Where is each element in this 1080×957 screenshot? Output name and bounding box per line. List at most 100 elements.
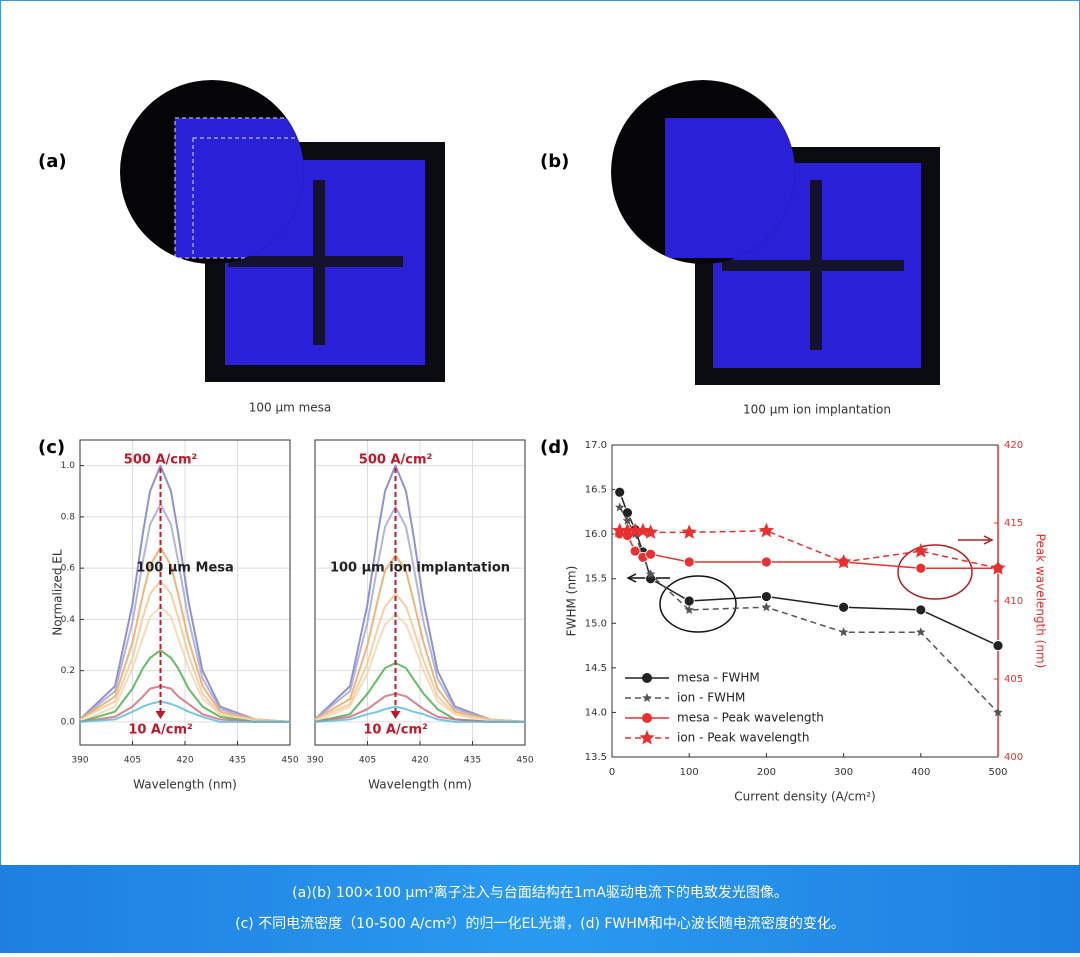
series-line [619, 507, 999, 713]
point [612, 522, 628, 538]
series-line [314, 613, 525, 723]
annotation: 100 μm ion implantation [330, 561, 510, 576]
point [645, 569, 656, 579]
plot-frame [79, 439, 291, 746]
point [622, 515, 633, 525]
y-tick-label: 16.0 [585, 529, 607, 540]
image-b [611, 80, 940, 385]
series-line [314, 554, 526, 723]
y-tick-label: 16.5 [585, 485, 607, 496]
panel-label: (b) [540, 151, 569, 172]
series-line [79, 605, 290, 723]
panel-label: (c) [38, 437, 65, 458]
point [915, 604, 927, 616]
annotation: 500 A/cm² [124, 453, 197, 468]
arrow-head [390, 711, 401, 719]
legend-marker [639, 730, 655, 745]
x-tick-label: 200 [757, 767, 776, 778]
y-tick-label: 14.5 [585, 663, 607, 674]
point [629, 545, 641, 557]
x-tick-label: 100 [680, 767, 699, 778]
panel-label: (a) [38, 151, 67, 172]
series-line [314, 705, 525, 723]
y-tick-label: 15.5 [585, 574, 607, 585]
x-tick-label: 400 [911, 767, 930, 778]
plot-frame [314, 439, 526, 746]
caption-line: (a)(b) 100×100 μm²离子注入与台面结构在1mA驱动电流下的电致发… [292, 884, 788, 901]
y2-axis-label: Peak wavelength (nm) [1034, 534, 1048, 669]
panel-label: (d) [540, 437, 569, 458]
series-line [79, 546, 291, 723]
point [758, 522, 774, 538]
point [838, 601, 849, 613]
point [683, 556, 695, 568]
y2-tick-label: 415 [1004, 518, 1023, 529]
series-line [314, 464, 526, 723]
point [992, 640, 1004, 651]
y2-tick-label: 420 [1004, 440, 1023, 451]
x-tick-label: 500 [988, 767, 1007, 778]
annotation: 500 A/cm² [359, 453, 432, 468]
x-tick-label: 450 [516, 756, 533, 766]
x-tick-label: 405 [124, 756, 141, 766]
point [635, 522, 651, 538]
series-line [314, 692, 525, 723]
y-tick-label: 17.0 [585, 440, 607, 451]
y-tick-label: 15.0 [585, 618, 607, 629]
series-line [79, 503, 291, 723]
y2-tick-label: 405 [1004, 674, 1023, 685]
point [838, 627, 849, 637]
point [645, 548, 656, 560]
caption-banner [0, 865, 1080, 953]
y2-tick-label: 410 [1004, 596, 1023, 607]
x-tick-label: 435 [229, 756, 246, 766]
point [761, 556, 772, 568]
series-line [619, 533, 998, 569]
x-tick-label: 450 [281, 756, 298, 766]
annotation-shapes [626, 535, 994, 633]
legend-marker [642, 673, 652, 683]
y-tick-label: 1.0 [61, 461, 76, 471]
image-caption: 100 μm mesa [249, 401, 332, 415]
legend-label: ion - Peak wavelength [677, 731, 809, 745]
x-tick-label: 405 [359, 756, 376, 766]
legend-label: mesa - FWHM [677, 671, 760, 685]
series-line [314, 505, 526, 723]
y-tick-label: 13.5 [585, 752, 607, 763]
series-line [79, 685, 290, 723]
point [916, 627, 926, 637]
legend-marker [642, 693, 652, 702]
point [990, 560, 1006, 575]
point [614, 486, 626, 498]
series-line [618, 491, 999, 647]
annotation: 10 A/cm² [363, 723, 427, 738]
legend-label: mesa - Peak wavelength [677, 711, 824, 725]
x-tick-label: 0 [609, 767, 615, 778]
x-tick-label: 420 [176, 756, 193, 766]
y-tick-label: 14.0 [585, 707, 607, 718]
x-tick-label: 390 [306, 756, 323, 766]
y-tick-label: 0.8 [61, 512, 76, 522]
x-axis-label: Wavelength (nm) [133, 778, 237, 792]
point [761, 591, 772, 602]
point [836, 554, 852, 569]
point [643, 524, 659, 539]
y-tick-label: 0.4 [61, 615, 76, 625]
y-tick-label: 0.6 [61, 564, 76, 574]
point [993, 707, 1003, 717]
legend-marker [642, 713, 652, 723]
series-line [79, 649, 290, 723]
x-axis-label: Current density (A/cm²) [734, 790, 875, 804]
arrow-head [155, 711, 166, 719]
y-tick-label: 0.0 [61, 717, 76, 727]
point [684, 604, 694, 614]
x-axis-label: Wavelength (nm) [368, 778, 472, 792]
point [915, 562, 927, 574]
legend-label: ion - FWHM [677, 691, 745, 705]
series-line [79, 700, 290, 723]
y-tick-label: 0.2 [61, 666, 75, 676]
point [761, 602, 772, 612]
image-caption: 100 μm ion implantation [743, 403, 891, 417]
x-tick-label: 420 [411, 756, 428, 766]
